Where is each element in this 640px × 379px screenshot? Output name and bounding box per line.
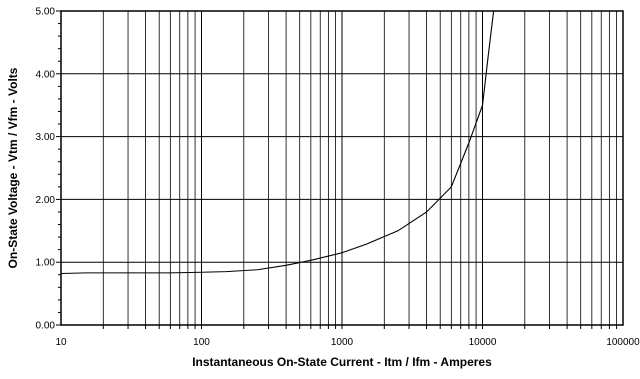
x-tick-label: 10 (55, 337, 67, 348)
y-axis-title: On-State Voltage - Vtm / Vfm - Volts (6, 67, 20, 268)
grid-lines (61, 11, 623, 325)
plot-frame (60, 10, 624, 326)
y-tick-label: 5.00 (36, 7, 56, 18)
axis-ticks (56, 10, 618, 329)
tick-labels: 0.00 1.00 2.00 3.00 4.00 5.00 10 100 1000 10000 10… (36, 7, 640, 349)
x-tick-label: 100000 (606, 337, 640, 348)
x-tick-label: 1000 (331, 337, 354, 348)
series-line (60, 10, 495, 275)
y-tick-label: 4.00 (36, 69, 56, 80)
x-axis-title: Instantaneous On-State Current - Itm / I… (192, 355, 492, 369)
y-tick-label: 1.00 (36, 258, 56, 269)
y-tick-label: 0.00 (36, 321, 56, 332)
x-tick-label: 100 (193, 337, 210, 348)
x-tick-label: 10000 (469, 337, 497, 348)
series-layer (60, 10, 495, 275)
y-tick-label: 2.00 (36, 195, 56, 206)
y-tick-label: 3.00 (36, 132, 56, 143)
